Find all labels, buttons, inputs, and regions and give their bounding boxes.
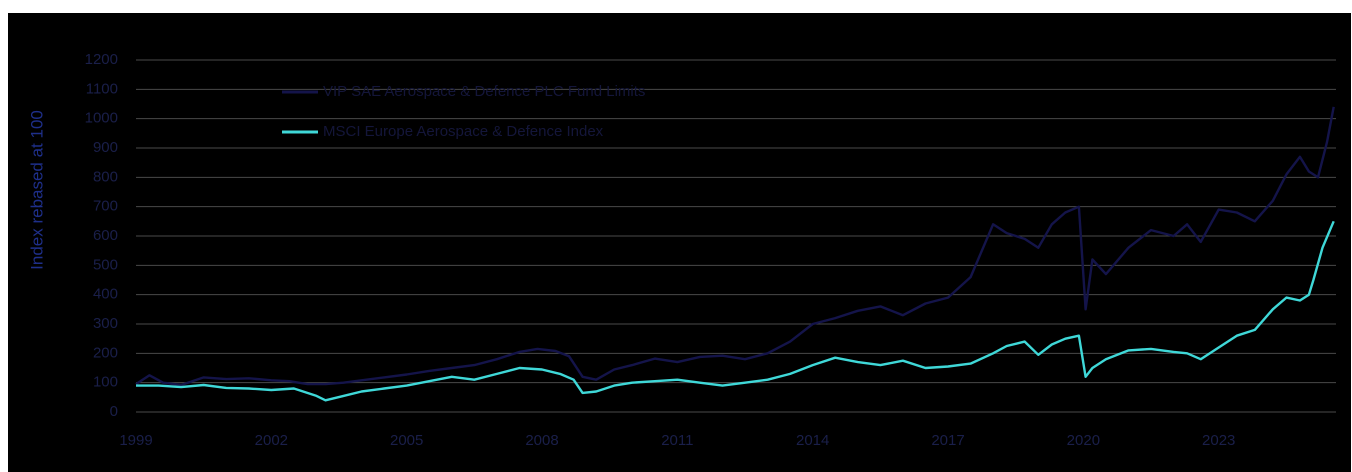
x-tick-label: 2020 xyxy=(1067,432,1100,449)
y-tick-label: 1000 xyxy=(85,110,118,127)
y-tick-label: 600 xyxy=(93,227,118,244)
legend: VIP SAE Aerospace & Defence PLC Fund Lim… xyxy=(282,83,645,140)
y-tick-label: 1200 xyxy=(85,51,118,68)
x-tick-label: 2011 xyxy=(661,432,693,449)
y-tick-label: 900 xyxy=(93,139,118,156)
y-tick-label: 1100 xyxy=(86,80,118,97)
legend-label-1: VIP SAE Aerospace & Defence PLC Fund Lim… xyxy=(323,83,645,100)
x-tick-label: 1999 xyxy=(119,432,152,449)
y-tick-label: 100 xyxy=(93,374,118,391)
y-tick-label: 200 xyxy=(93,344,118,361)
gridlines xyxy=(136,59,1336,413)
x-tick-label: 2005 xyxy=(390,432,423,449)
y-axis-label: Index rebased at 100 xyxy=(27,110,46,270)
x-axis-ticks: 1999 2002 2005 2008 2011 2014 2017 2020 2023 xyxy=(119,432,1235,449)
legend-label-2: MSCI Europe Aerospace & Defence Index xyxy=(323,123,604,140)
y-tick-label: 800 xyxy=(93,168,118,185)
y-axis-ticks: 0 100 200 300 400 500 600 700 800 900 1000 1100 1200 xyxy=(85,51,118,420)
series-line-1 xyxy=(135,106,1335,387)
y-tick-label: 700 xyxy=(93,198,118,215)
series-lines xyxy=(135,106,1335,402)
x-tick-label: 2023 xyxy=(1202,432,1235,449)
y-tick-label: 300 xyxy=(93,315,118,332)
x-tick-label: 2014 xyxy=(796,432,829,449)
series-line-2 xyxy=(136,220,1335,402)
x-tick-label: 2002 xyxy=(255,432,288,449)
y-tick-label: 500 xyxy=(93,256,118,273)
x-tick-label: 2017 xyxy=(931,432,964,449)
y-tick-label: 0 xyxy=(110,403,118,420)
y-tick-label: 400 xyxy=(93,286,118,303)
x-tick-label: 2008 xyxy=(525,432,558,449)
